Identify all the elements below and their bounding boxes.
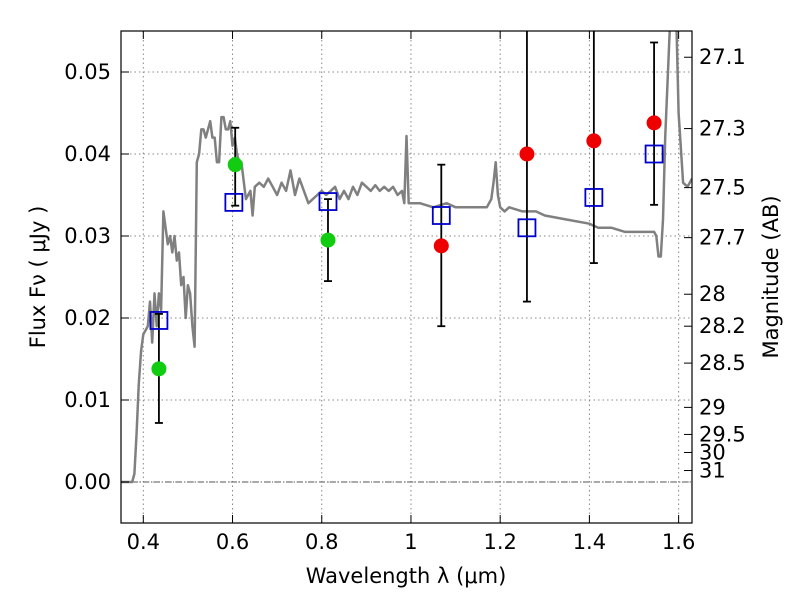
magnitude-tick-label: 27.7	[699, 226, 746, 250]
x-tick-label: 1	[404, 530, 417, 554]
model-synthetic-square	[431, 206, 451, 225]
axis-ticks: 0.4 0.6 0.8 1 1.2 1.4 1.6 0.00 0.01 0.02 0.03 0.04 0…	[64, 31, 746, 554]
x-axis-title: Wavelength λ (μm)	[306, 564, 507, 588]
magnitude-tick-label: 29	[699, 395, 726, 419]
x-tick-label: 0.6	[216, 530, 249, 554]
magnitude-tick-label: 28.5	[699, 351, 746, 375]
green-photometry-point	[227, 157, 243, 173]
y-axis-title-text: Flux Fν ( μJy )	[26, 206, 50, 349]
y-tick-label: 0.05	[64, 60, 111, 84]
plot-area	[121, 31, 692, 484]
magnitude-tick-label: 31	[699, 459, 726, 483]
x-tick-label: 1.4	[573, 530, 606, 554]
model-synthetic-square	[149, 311, 169, 330]
y-tick-label: 0.03	[64, 224, 111, 248]
right-axis-title-text: Magnitude (AB)	[759, 195, 783, 358]
model-synthetic-square	[318, 192, 338, 211]
y-axis-title: Flux Fν ( μJy )	[26, 206, 50, 349]
model-synthetic-square	[517, 218, 537, 238]
model-synthetic-square	[644, 144, 664, 164]
magnitude-tick-label: 28	[699, 282, 726, 306]
magnitude-tick-label: 29.5	[699, 422, 746, 446]
plot-frame	[120, 30, 693, 524]
red-photometry-point	[586, 133, 602, 149]
x-tick-label: 1.2	[483, 530, 516, 554]
y-tick-label: 0.02	[64, 306, 111, 330]
magnitude-tick-label: 30	[699, 440, 726, 464]
right-axis-title: Magnitude (AB)	[759, 195, 783, 358]
magnitude-tick-label: 27.1	[699, 45, 746, 69]
y-tick-label: 0.01	[64, 388, 111, 412]
red-photometry-point	[519, 146, 535, 162]
y-tick-label: 0.00	[64, 470, 111, 494]
x-tick-label: 1.6	[662, 530, 695, 554]
green-photometry-point	[151, 361, 167, 377]
magnitude-tick-label: 27.5	[699, 176, 746, 200]
red-photometry-point	[433, 238, 449, 254]
red-photometry-point	[646, 115, 662, 131]
magnitude-tick-label: 27.3	[699, 117, 746, 141]
x-axis-title-text: Wavelength λ (μm)	[306, 564, 507, 588]
model-synthetic-square	[224, 192, 244, 212]
green-photometry-point	[320, 232, 336, 248]
x-tick-label: 0.8	[305, 530, 338, 554]
y-tick-label: 0.04	[64, 142, 111, 166]
x-tick-label: 0.4	[127, 530, 160, 554]
magnitude-tick-label: 28.2	[699, 314, 746, 338]
model-spectrum-line	[121, 31, 692, 484]
model-synthetic-square	[584, 188, 604, 207]
